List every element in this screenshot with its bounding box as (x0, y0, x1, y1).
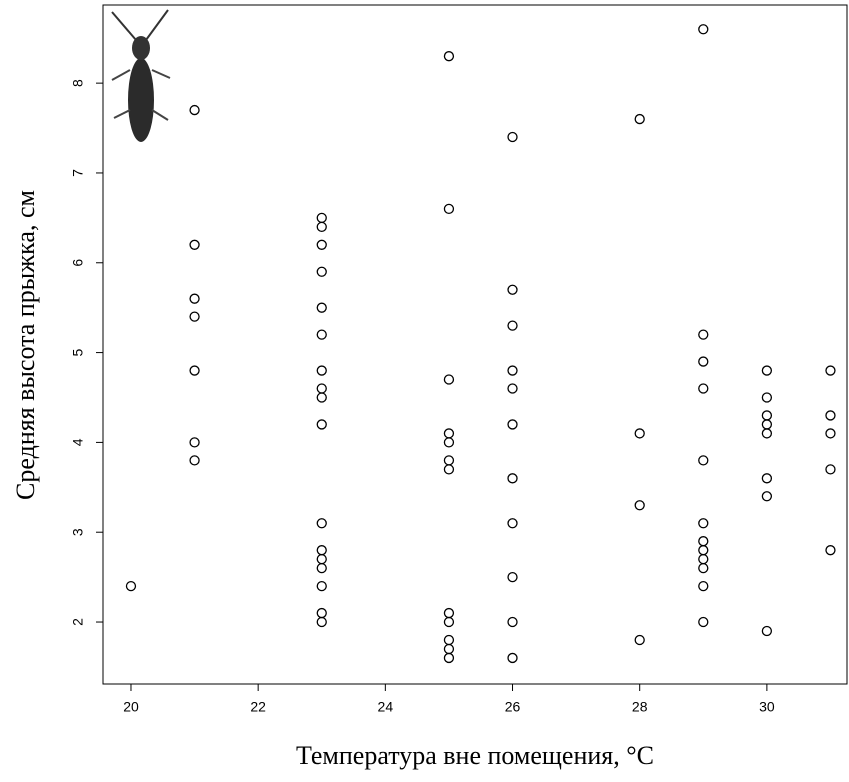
point (125, 580, 137, 592)
point (698, 518, 709, 529)
point (761, 419, 773, 430)
point (443, 455, 455, 466)
point (698, 24, 709, 35)
point (761, 410, 773, 421)
point (698, 329, 709, 340)
x-tick-label: 20 (123, 699, 139, 715)
point (189, 239, 200, 250)
y-tick-label: 7 (70, 169, 86, 177)
point (316, 212, 327, 224)
point (698, 536, 709, 547)
point (507, 383, 518, 394)
point (316, 266, 327, 277)
point (507, 419, 518, 430)
point (825, 428, 836, 439)
point (698, 580, 709, 592)
point (316, 616, 327, 628)
point (443, 607, 455, 619)
point (507, 571, 518, 583)
point (761, 491, 773, 502)
point (189, 365, 200, 376)
point (761, 625, 773, 637)
point (443, 652, 455, 664)
point (443, 643, 455, 655)
point (443, 428, 455, 439)
point (507, 616, 518, 628)
point (443, 437, 455, 448)
point (698, 383, 709, 394)
point (825, 365, 836, 376)
point (316, 518, 327, 529)
point (761, 365, 773, 376)
point (316, 239, 327, 250)
point (507, 518, 518, 529)
point (634, 113, 645, 125)
beetle-image (111, 9, 171, 142)
point (507, 473, 518, 484)
point (825, 464, 836, 475)
point (507, 131, 518, 143)
point (316, 221, 327, 232)
point (443, 374, 455, 385)
point (316, 392, 327, 403)
y-tick-label: 8 (70, 79, 86, 87)
point (443, 464, 455, 475)
y-tick-label: 4 (70, 438, 86, 446)
point (634, 634, 645, 646)
point (316, 365, 327, 376)
point (698, 356, 709, 367)
point (634, 500, 645, 511)
point (316, 545, 327, 556)
point (443, 203, 455, 215)
x-tick-label: 24 (378, 699, 394, 715)
point (698, 616, 709, 628)
point (189, 293, 200, 304)
point (443, 51, 455, 62)
point (316, 554, 327, 565)
point (316, 419, 327, 430)
point (316, 562, 327, 574)
point (761, 428, 773, 439)
x-tick-label: 28 (632, 699, 648, 715)
point (825, 410, 836, 421)
y-tick-label: 6 (70, 259, 86, 267)
point (634, 428, 645, 439)
point (316, 580, 327, 592)
x-tick-label: 30 (759, 699, 775, 715)
point (507, 284, 518, 295)
point (698, 455, 709, 466)
point (316, 329, 327, 340)
point (507, 365, 518, 376)
x-tick-label: 26 (505, 699, 521, 715)
x-tick-label: 22 (250, 699, 266, 715)
y-tick-label: 3 (70, 528, 86, 536)
point (825, 545, 836, 556)
point (316, 302, 327, 313)
point (189, 455, 200, 466)
point (316, 383, 327, 394)
point (698, 562, 709, 574)
point (761, 392, 773, 403)
point (698, 545, 709, 556)
point (761, 473, 773, 484)
point (443, 634, 455, 646)
point (698, 554, 709, 565)
y-tick-label: 5 (70, 348, 86, 356)
point (507, 652, 518, 664)
y-tick-label: 2 (70, 618, 86, 626)
point (189, 104, 200, 116)
point (443, 616, 455, 628)
plot-frame (102, 4, 848, 685)
point (316, 607, 327, 619)
point (189, 437, 200, 448)
y-axis-title: Средняя высота прыжка, см (11, 190, 40, 500)
point (189, 311, 200, 322)
x-axis-title: Температура вне помещения, °C (296, 741, 654, 770)
point (507, 320, 518, 331)
